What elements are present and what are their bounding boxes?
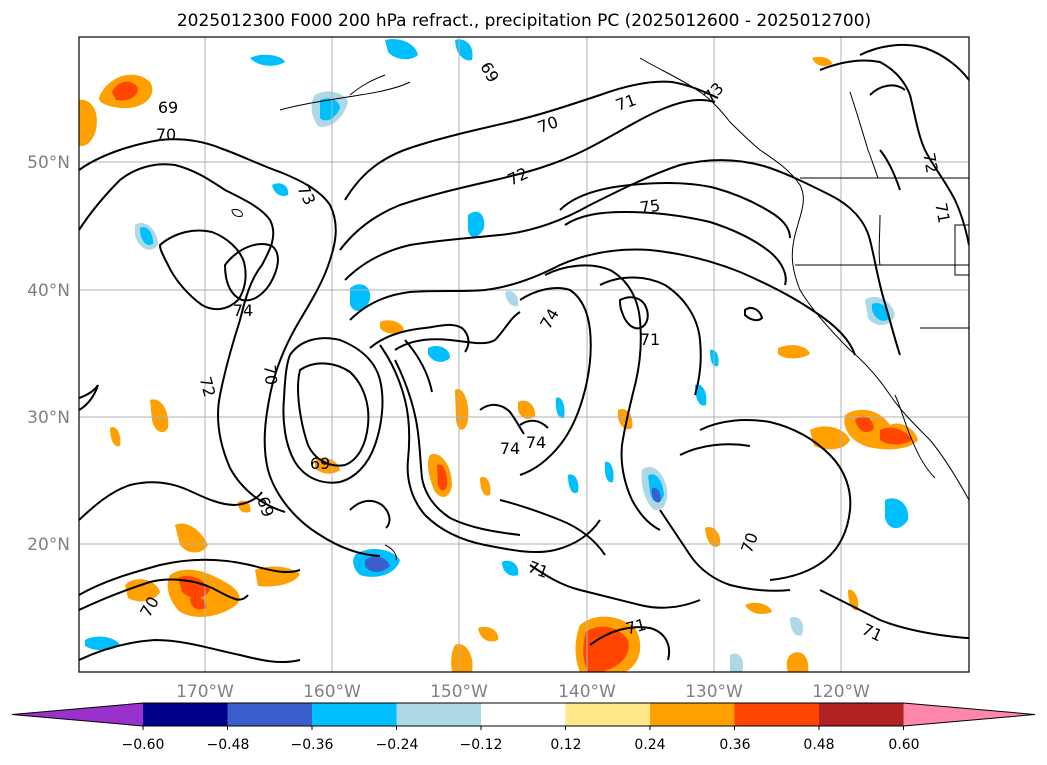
contour-label: 74 [233,301,253,320]
colorbar-tick-label: −0.48 [207,737,250,753]
lon-label: 140°W [558,682,616,702]
lat-label: 40°N [27,281,70,301]
contour-label: 74 [500,439,520,458]
colorbar-extend-min [12,703,143,726]
contour-label: 70 [260,364,281,386]
colorbar-segment [819,703,904,726]
contour-label: 72 [196,375,220,400]
colorbar-extend-max [903,703,1035,726]
contour-label: 70 [156,125,176,144]
refractivity-contours [79,43,969,664]
lon-label: 170°W [176,682,234,702]
lon-label: 150°W [430,682,488,702]
colorbar-segment [312,703,397,726]
colorbar-tick-label: 0.60 [888,737,919,753]
colorbar: −0.60 −0.48 −0.36 −0.24 −0.12 0.12 0.24 … [11,702,1036,753]
contour-label: 72 [919,151,941,174]
lat-label: 20°N [27,535,70,555]
contour-label: 69 [158,98,178,117]
colorbar-segment [227,703,313,726]
colorbar-tick-label: −0.60 [122,737,165,753]
colorbar-tick-label: −0.36 [291,737,334,753]
colorbar-tick-label: 0.24 [634,737,665,753]
colorbar-tick-label: −0.12 [460,737,503,753]
colorbar-tick-label: 0.48 [803,737,834,753]
contour-label: 69 [310,454,330,473]
contour-label: 75 [639,196,662,218]
contour-label: 74 [526,433,546,452]
lon-label: 130°W [685,682,743,702]
colorbar-segment [565,703,651,726]
colorbar-segment [143,703,228,726]
contour-label: 71 [624,615,649,639]
lat-label: 50°N [27,153,70,173]
precipitation-shading [79,39,918,672]
contour-label: 71 [931,201,953,224]
longitude-labels: 170°W 160°W 150°W 140°W 130°W 120°W [176,682,870,702]
colorbar-tick-label: 0.12 [550,737,581,753]
colorbar-segment [734,703,820,726]
map-background [79,37,969,672]
map-title: 2025012300 F000 200 hPa refract., precip… [177,11,871,31]
colorbar-tick-label: 0.36 [719,737,750,753]
map-panel: 69 70 69 71 73 70 72 73 75 74 74 70 72 7… [78,36,970,673]
colorbar-segment [481,703,566,726]
contour-label: 71 [640,330,660,349]
lat-label: 30°N [27,408,70,428]
colorbar-tick-labels: −0.60 −0.48 −0.36 −0.24 −0.12 0.12 0.24 … [122,737,920,753]
colorbar-segment [650,703,735,726]
lon-label: 160°W [303,682,361,702]
gridlines [79,37,969,672]
lon-label: 120°W [812,682,870,702]
latitude-labels: 50°N 40°N 30°N 20°N [27,153,70,555]
map-frame [78,36,970,673]
colorbar-segment [396,703,482,726]
colorbar-tick-label: −0.24 [376,737,419,753]
